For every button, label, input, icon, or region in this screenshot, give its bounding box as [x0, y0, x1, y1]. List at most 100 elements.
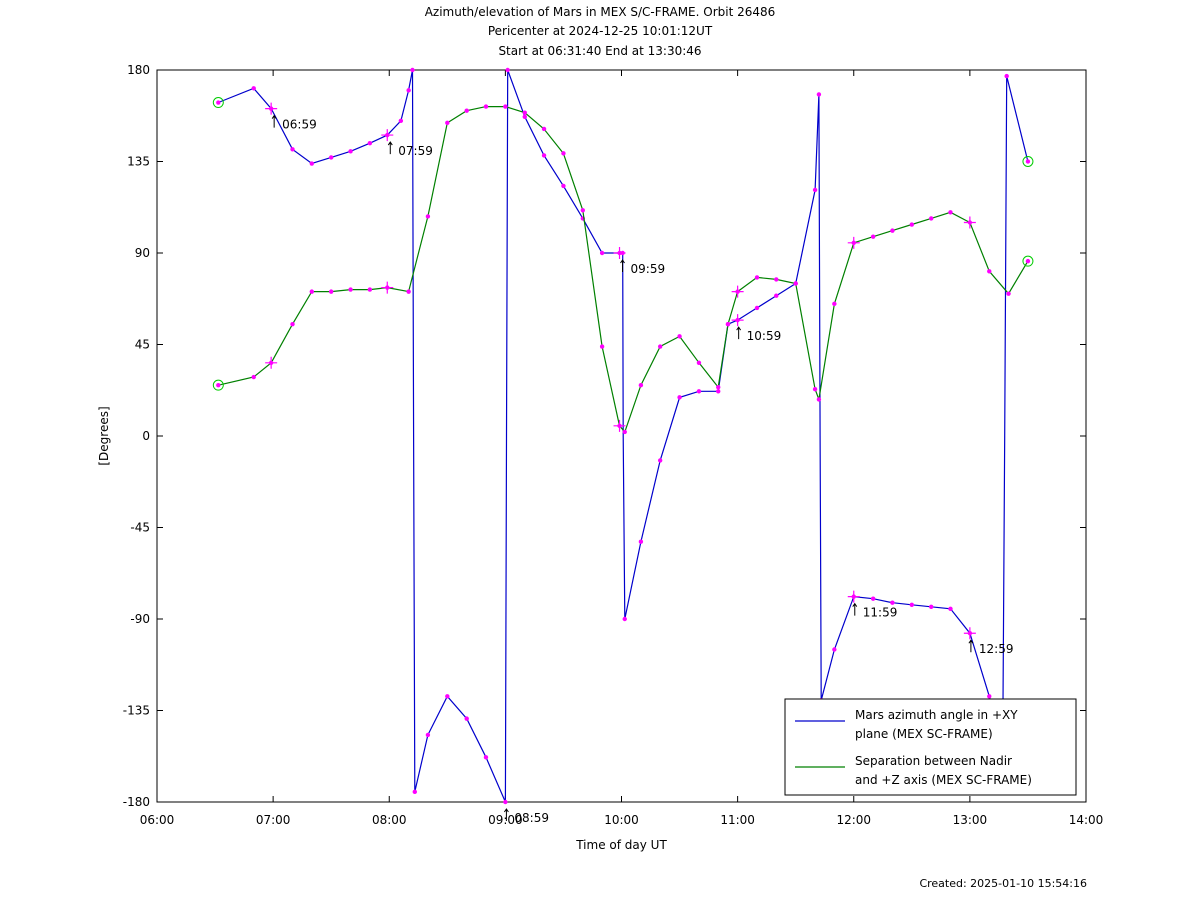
data-point	[464, 716, 469, 721]
data-point	[754, 305, 760, 311]
data-point	[398, 118, 404, 124]
data-point	[1006, 291, 1011, 296]
time-annotation-label: 09:59	[631, 262, 666, 276]
legend-label: Separation between Nadir	[855, 754, 1012, 768]
data-point	[638, 539, 644, 544]
data-point	[328, 289, 334, 294]
data-point	[870, 234, 876, 239]
data-point	[561, 151, 566, 156]
data-point	[216, 382, 221, 388]
legend-label: Mars azimuth angle in +XY	[855, 708, 1018, 722]
data-point	[657, 344, 663, 349]
hour-marker	[963, 627, 976, 640]
data-point	[348, 287, 353, 292]
time-annotation-label: 11:59	[863, 606, 898, 620]
data-point	[309, 289, 314, 294]
y-axis-label: [Degrees]	[97, 406, 111, 465]
time-annotation-arrow	[968, 639, 974, 653]
data-point	[1025, 159, 1031, 164]
y-tick-label: 135	[127, 155, 150, 169]
time-annotation-label: 07:59	[398, 144, 433, 158]
time-annotation-label: 06:59	[282, 118, 317, 132]
data-point	[251, 86, 256, 91]
data-point	[816, 397, 822, 402]
hour-marker	[731, 285, 744, 298]
start-end-marker	[212, 97, 224, 109]
data-point	[716, 385, 721, 390]
start-end-marker	[1022, 255, 1034, 267]
time-annotation-arrow	[620, 259, 625, 272]
data-point	[541, 153, 547, 158]
x-tick-label: 07:00	[256, 813, 291, 827]
data-point	[412, 789, 417, 795]
data-point	[290, 321, 295, 327]
data-point	[774, 277, 779, 282]
hour-marker	[265, 102, 278, 115]
data-point	[870, 596, 876, 601]
data-point	[929, 216, 934, 221]
data-point	[638, 382, 644, 388]
data-point	[909, 222, 915, 227]
data-point	[425, 732, 431, 738]
data-point	[812, 387, 818, 392]
legend-label: and +Z axis (MEX SC-FRAME)	[855, 773, 1032, 787]
created-timestamp: Created: 2025-01-10 15:54:16	[919, 877, 1087, 890]
time-annotation-arrow	[271, 114, 277, 128]
data-point	[406, 88, 411, 93]
hour-marker	[731, 314, 744, 327]
data-point	[522, 114, 527, 119]
hour-marker	[381, 129, 394, 142]
chart-title: Azimuth/elevation of Mars in MEX S/C-FRA…	[424, 5, 776, 19]
time-annotation-arrow	[503, 808, 509, 821]
y-tick-label: -90	[130, 612, 150, 626]
y-tick-label: 180	[127, 63, 150, 77]
data-point	[1004, 73, 1009, 79]
x-axis-label: Time of day UT	[575, 838, 667, 852]
data-point	[696, 389, 702, 394]
data-point	[503, 799, 508, 805]
y-tick-label: 0	[142, 429, 150, 443]
data-point	[622, 429, 627, 435]
plot-frame	[156, 69, 1087, 803]
data-point	[410, 67, 415, 73]
y-tick-label: 90	[135, 246, 150, 260]
data-point	[290, 147, 295, 152]
data-point	[987, 694, 992, 699]
data-point	[987, 269, 992, 274]
start-end-marker	[1022, 156, 1034, 167]
data-point	[793, 281, 798, 286]
data-point	[505, 67, 510, 73]
data-point	[716, 389, 721, 394]
x-tick-label: 08:00	[372, 813, 407, 827]
chart-subtitle-start-end: Start at 06:31:40 End at 13:30:46	[498, 44, 702, 58]
data-point	[832, 301, 837, 307]
x-tick-label: 06:00	[140, 813, 175, 827]
hour-marker	[847, 590, 860, 603]
time-annotation-label: 08:59	[514, 811, 549, 825]
x-tick-label: 13:00	[953, 813, 988, 827]
data-point	[541, 126, 547, 132]
hour-marker	[847, 236, 860, 249]
y-tick-label: -45	[130, 521, 150, 535]
data-point	[909, 602, 915, 607]
data-point	[522, 110, 527, 115]
hour-marker	[613, 419, 626, 432]
time-annotation-arrow	[387, 141, 393, 155]
hour-marker	[265, 356, 278, 369]
data-point	[464, 108, 469, 113]
data-point	[445, 694, 450, 699]
data-point	[367, 141, 373, 146]
x-tick-label: 11:00	[720, 813, 755, 827]
y-tick-label: -180	[123, 795, 150, 809]
data-point	[890, 228, 895, 233]
data-point	[367, 287, 373, 292]
time-annotation-arrow	[736, 326, 742, 340]
data-point	[216, 100, 221, 105]
data-point	[948, 210, 953, 215]
x-tick-label: 14:00	[1069, 813, 1104, 827]
time-annotation-label: 12:59	[979, 642, 1014, 656]
x-tick-label: 12:00	[836, 813, 871, 827]
data-point	[1025, 258, 1031, 264]
x-tick-label: 09:00	[488, 813, 523, 827]
hour-marker	[613, 247, 626, 259]
